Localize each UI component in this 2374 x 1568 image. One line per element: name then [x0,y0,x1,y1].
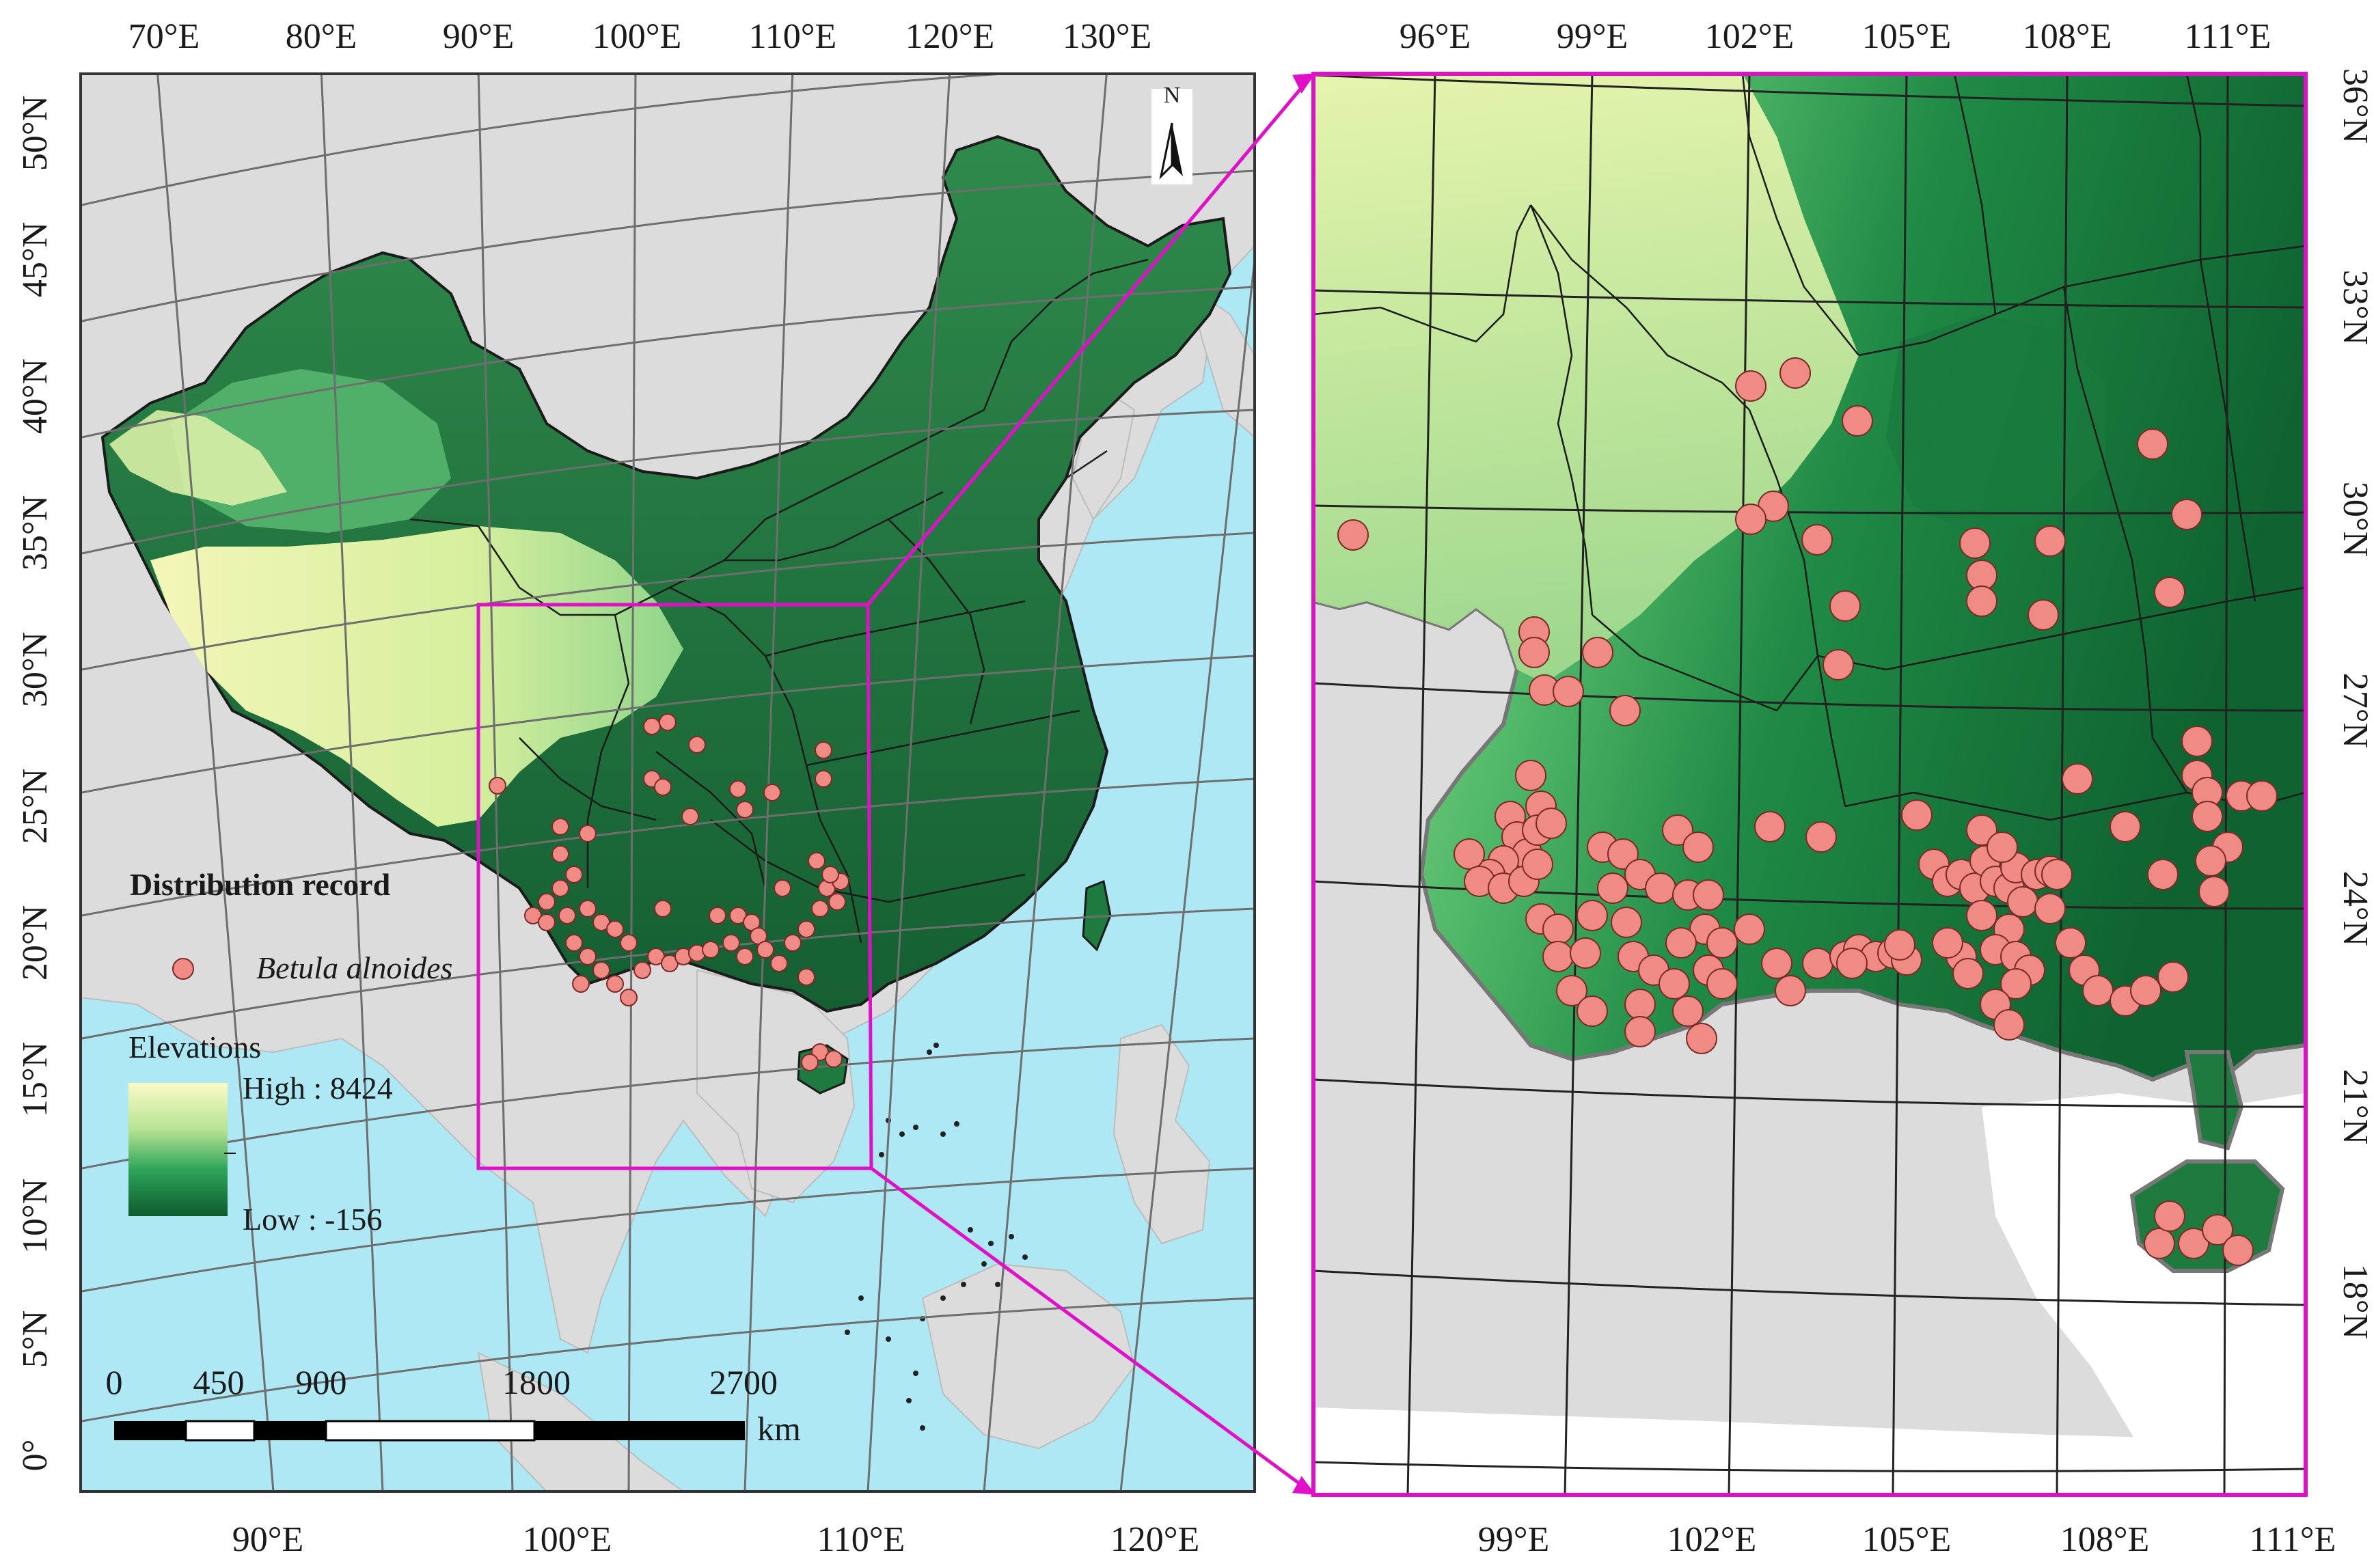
tick-lat-5n: 5°N [16,1310,55,1368]
legend-species: Betula alnoides [256,950,452,985]
left-map-body [81,74,1255,1491]
right-map-top-ticks: 96°E 99°E 102°E 105°E 108°E 111°E [1400,17,2271,56]
tick-r-top-102e: 102°E [1705,17,1795,56]
tick-r-top-99e: 99°E [1557,17,1628,56]
scale-label-1800: 1800 [502,1363,571,1401]
tick-lat-20n: 20°N [16,905,55,980]
land-japan-korea [1072,285,1255,521]
right-map-panel: 96°E 99°E 102°E 105°E 108°E 111°E 99°E 1… [1311,17,2374,1559]
inset-leizhou [2184,1050,2244,1151]
tick-top-110e: 110°E [749,17,837,56]
china-territory [100,135,1232,1013]
scale-label-2700: 2700 [709,1363,778,1401]
distribution-points-right [1337,357,2278,1266]
tick-r-bottom-105e: 105°E [1862,1520,1952,1559]
scale-bar: 0 450 900 1800 2700 km [106,1363,802,1448]
tick-lat-10n: 10°N [16,1179,55,1254]
scale-unit: km [757,1409,801,1448]
tick-top-90e: 90°E [443,17,515,56]
land-borneo [921,1263,1136,1450]
land-indochina [696,969,856,1204]
elevation-high-label: High : 8424 [243,1071,393,1105]
tibetan-plateau [150,526,683,827]
tick-r-lat-33n: 33°N [2336,270,2374,345]
tick-top-120e: 120°E [905,17,995,56]
tick-lat-0: 0° [16,1440,55,1472]
left-map-bottom-ticks: 90°E 100°E 110°E 120°E [232,1520,1200,1559]
scale-label-0: 0 [106,1363,123,1401]
right-map-bottom-ticks: 99°E 102°E 105°E 108°E 111°E [1478,1520,2336,1559]
tick-bottom-120e: 120°E [1110,1520,1200,1559]
province-boundaries-right [1313,74,2306,821]
tick-lat-45n: 45°N [16,222,55,297]
xinjiang-mountains [109,410,287,506]
tick-bottom-110e: 110°E [817,1520,905,1559]
inset-frame [1311,72,2308,1497]
tick-r-bottom-108e: 108°E [2060,1520,2150,1559]
legend-title: Distribution record [130,867,391,902]
tick-bottom-90e: 90°E [232,1520,304,1559]
tick-lat-15n: 15°N [16,1042,55,1117]
tick-r-bottom-102e: 102°E [1667,1520,1757,1559]
taiwan-island [1082,879,1112,952]
legend-point-symbol [172,958,194,980]
tick-r-top-108e: 108°E [2023,17,2112,56]
tick-r-lat-36n: 36°N [2336,68,2374,143]
distribution-points-left [489,713,849,1071]
tick-top-100e: 100°E [592,17,682,56]
tick-r-bottom-99e: 99°E [1478,1520,1550,1559]
tick-r-bottom-111e: 111°E [2250,1520,2336,1559]
tick-top-80e: 80°E [286,17,357,56]
right-map-lat-ticks: 36°N 33°N 30°N 27°N 24°N 21°N 18°N [2336,68,2374,1339]
tick-r-lat-24n: 24°N [2336,871,2374,946]
graticule-left [81,74,1255,1491]
scale-label-900: 900 [296,1363,347,1401]
tick-top-70e: 70°E [128,17,200,56]
left-map-lat-ticks: 50°N 45°N 40°N 35°N 30°N 25°N 20°N 15°N … [16,96,55,1472]
tick-r-lat-30n: 30°N [2336,482,2374,557]
inset-connector-lines [867,73,1316,1495]
left-map-panel: N Distribution record Betula alnoides El… [16,17,1256,1559]
inset-sichuan-basin [1886,314,2105,533]
tick-r-lat-21n: 21°N [2336,1069,2374,1144]
legend: Distribution record Betula alnoides Elev… [128,867,452,1237]
tick-r-top-111e: 111°E [2185,17,2271,56]
tick-top-130e: 130°E [1063,17,1152,56]
elevation-low-label: Low : -156 [243,1202,382,1237]
left-map-top-ticks: 70°E 80°E 90°E 100°E 110°E 120°E 130°E [128,17,1152,56]
tick-lat-25n: 25°N [16,769,55,844]
tick-bottom-100e: 100°E [523,1520,612,1559]
left-map-frame [79,72,1256,1493]
tick-r-top-105e: 105°E [1862,17,1952,56]
north-label: N [1164,83,1181,108]
right-map-body [1313,74,2306,1495]
land-philippines [1113,1023,1211,1245]
tick-lat-30n: 30°N [16,632,55,707]
tick-r-top-96e: 96°E [1400,17,1471,56]
elevation-title: Elevations [128,1030,261,1064]
tick-lat-35n: 35°N [16,495,55,570]
tick-lat-50n: 50°N [16,96,55,171]
scale-label-450: 450 [193,1363,245,1401]
tick-r-lat-18n: 18°N [2336,1264,2374,1339]
graticule-right [1313,74,2306,1495]
elevation-colorbar [128,1083,228,1216]
tick-lat-40n: 40°N [16,359,55,434]
tick-r-lat-27n: 27°N [2336,673,2374,748]
north-arrow-icon [1151,89,1192,184]
